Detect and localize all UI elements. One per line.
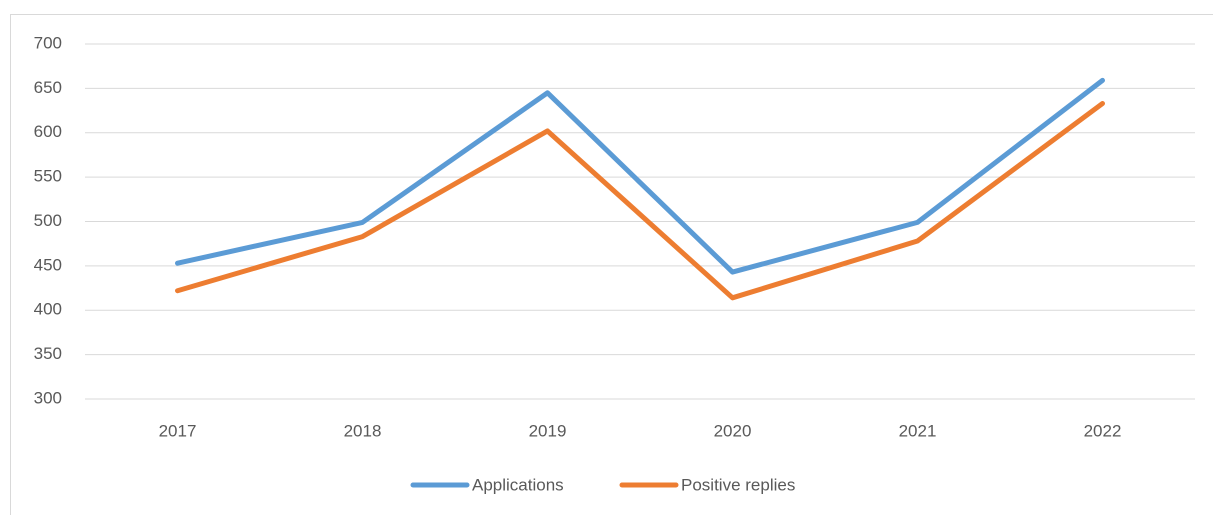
legend-label: Positive replies (681, 475, 795, 494)
y-tick-label: 550 (34, 167, 62, 186)
chart-frame (10, 14, 1213, 515)
x-tick-label: 2018 (344, 421, 382, 440)
y-tick-label: 450 (34, 255, 62, 274)
y-tick-label: 400 (34, 300, 62, 319)
line-series (175, 77, 1105, 275)
legend-label: Applications (472, 475, 564, 494)
x-tick-label: 2021 (899, 421, 937, 440)
x-tick-label: 2019 (529, 421, 567, 440)
x-tick-label: 2020 (714, 421, 752, 440)
y-tick-label: 500 (34, 211, 62, 230)
y-tick-label: 350 (34, 344, 62, 363)
x-tick-label: 2017 (159, 421, 197, 440)
y-tick-label: 600 (34, 122, 62, 141)
line-series (175, 100, 1105, 301)
y-tick-label: 700 (34, 33, 62, 52)
y-tick-label: 650 (34, 78, 62, 97)
x-tick-label: 2022 (1084, 421, 1122, 440)
y-tick-label: 300 (34, 388, 62, 407)
